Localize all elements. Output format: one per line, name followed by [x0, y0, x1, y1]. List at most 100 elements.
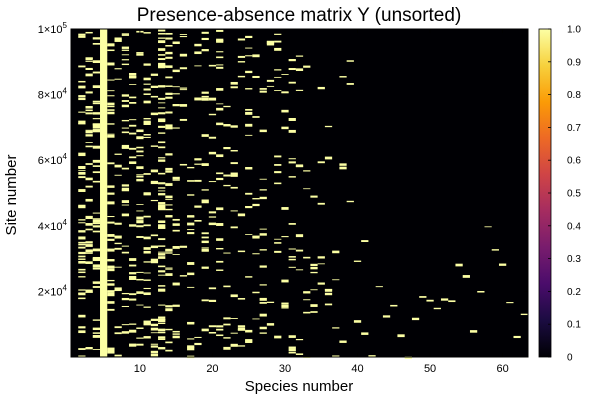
- heatmap-cell: [288, 176, 296, 178]
- heatmap-cell: [426, 299, 434, 302]
- heatmap-cell: [150, 145, 159, 147]
- heatmap-cell: [419, 296, 427, 298]
- heatmap-cell: [114, 68, 122, 70]
- heatmap-cell: [245, 55, 253, 57]
- heatmap-cell: [107, 290, 115, 293]
- heatmap-cell: [92, 319, 101, 321]
- heatmap-cell: [92, 264, 101, 268]
- heatmap-cell: [230, 162, 238, 165]
- heatmap-cell: [92, 165, 101, 167]
- heatmap-cell: [158, 207, 166, 209]
- heatmap-cell: [121, 305, 130, 308]
- heatmap-cell: [78, 258, 86, 260]
- heatmap-cell: [136, 343, 144, 346]
- heatmap-cell: [85, 250, 93, 253]
- heatmap-cell: [92, 258, 101, 261]
- heatmap-cell: [107, 43, 115, 47]
- heatmap-cell: [266, 40, 275, 44]
- heatmap-cell: [165, 65, 173, 68]
- heatmap-cell: [252, 253, 260, 255]
- heatmap-cell: [324, 289, 333, 292]
- heatmap-cell: [201, 163, 209, 166]
- heatmap-cell: [339, 163, 347, 166]
- heatmap-cell: [194, 163, 202, 165]
- heatmap-cell: [136, 53, 144, 56]
- heatmap-cell: [223, 285, 231, 288]
- heatmap-cell: [143, 173, 151, 175]
- heatmap-cell: [332, 327, 340, 329]
- heatmap-cell: [237, 75, 246, 78]
- heatmap-cell: [129, 147, 137, 150]
- heatmap-cell: [390, 304, 398, 307]
- heatmap-cell: [136, 175, 144, 178]
- heatmap-cell: [78, 154, 86, 157]
- heatmap-cell: [194, 158, 202, 161]
- heatmap-cell: [237, 250, 246, 253]
- heatmap-cell: [150, 343, 159, 345]
- heatmap-cell: [165, 33, 173, 35]
- heatmap-cell: [85, 91, 93, 94]
- heatmap-cell: [281, 302, 289, 305]
- heatmap-cell: [78, 271, 86, 274]
- heatmap-cell: [259, 178, 267, 180]
- heatmap-cell: [92, 42, 101, 45]
- heatmap-cell: [136, 52, 144, 54]
- heatmap-cell: [121, 54, 130, 56]
- heatmap-cell: [158, 328, 166, 332]
- heatmap-cell: [143, 236, 151, 240]
- heatmap-cell: [506, 302, 514, 304]
- heatmap-cell: [92, 267, 101, 270]
- heatmap-cell: [230, 86, 238, 89]
- heatmap-cell: [252, 54, 260, 58]
- heatmap-cell: [85, 261, 93, 264]
- x-axis-label: Species number: [245, 378, 353, 395]
- heatmap-cell: [288, 348, 296, 352]
- heatmap-cell: [187, 180, 195, 182]
- heatmap-cell: [107, 248, 115, 252]
- heatmap-cell: [78, 268, 86, 271]
- heatmap-cell: [179, 87, 188, 89]
- heatmap-cell: [295, 269, 304, 271]
- heatmap-cell: [172, 69, 180, 73]
- heatmap-cell: [143, 272, 151, 274]
- heatmap-cell: [165, 96, 173, 99]
- heatmap-cell: [143, 306, 151, 308]
- heatmap-cell: [324, 303, 333, 306]
- heatmap-cell: [78, 326, 86, 329]
- heatmap-cell: [187, 272, 195, 276]
- heatmap-cell: [158, 256, 166, 259]
- heatmap-cell: [172, 86, 180, 88]
- heatmap-cell: [179, 36, 188, 38]
- heatmap-cell: [85, 73, 93, 77]
- heatmap-cell: [150, 199, 159, 202]
- heatmap-cell: [230, 125, 238, 128]
- heatmap-cell: [498, 263, 507, 266]
- heatmap-cell: [216, 154, 224, 158]
- colorbar-ticks: 0 0.1 0.2 0.3 0.4 0.5 0.6 0.7 0.8 0.9 1.0: [548, 25, 581, 364]
- heatmap-cell: [230, 294, 238, 298]
- heatmap-cell: [143, 136, 151, 138]
- heatmap-cell: [78, 230, 86, 233]
- heatmap-cell: [121, 297, 130, 301]
- heatmap-cell: [78, 189, 86, 192]
- heatmap-cell: [78, 260, 86, 264]
- heatmap-cell: [187, 262, 195, 265]
- colorbar-tick-label: 0.8: [567, 90, 581, 101]
- heatmap-cell: [107, 351, 115, 354]
- plot-area: [70, 28, 529, 359]
- heatmap-cell: [295, 234, 304, 238]
- heatmap-cell: [339, 76, 347, 78]
- heatmap-cell: [491, 249, 499, 251]
- heatmap-cell: [179, 245, 188, 248]
- heatmap-cell: [310, 263, 318, 267]
- heatmap-cell: [143, 118, 151, 120]
- heatmap-cell: [129, 277, 137, 280]
- heatmap-cell: [433, 307, 441, 310]
- heatmap-cell: [92, 230, 101, 233]
- heatmap-cell: [121, 100, 130, 102]
- heatmap-cell: [172, 176, 180, 180]
- heatmap-cell: [303, 299, 311, 301]
- heatmap-cell: [165, 208, 173, 211]
- heatmap-cell: [121, 144, 130, 148]
- heatmap-cell: [92, 218, 101, 220]
